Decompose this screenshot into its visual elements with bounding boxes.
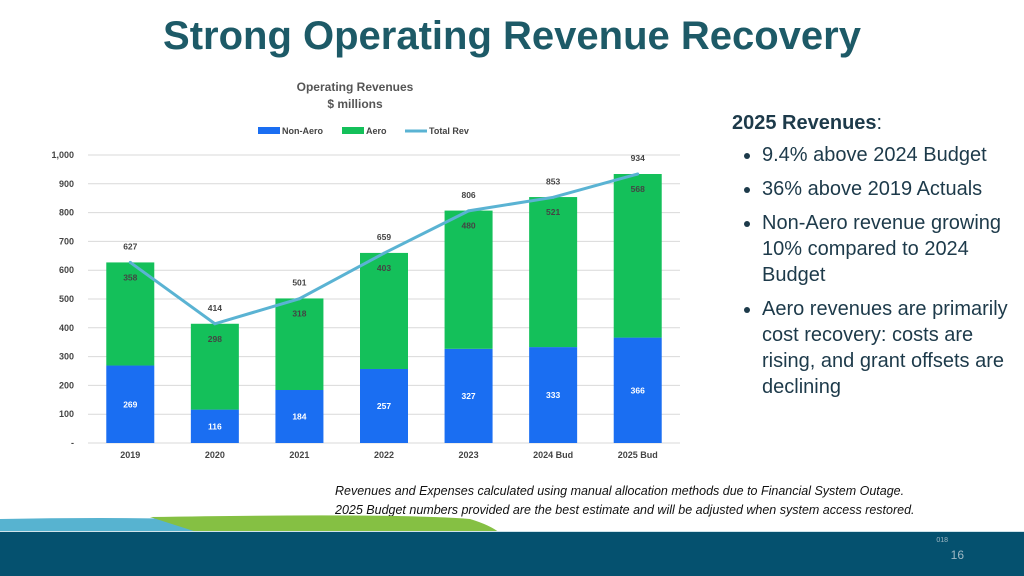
data-label-non-aero: 269 (123, 399, 137, 409)
legend-swatch (258, 127, 280, 134)
y-tick-label: 200 (59, 380, 74, 390)
legend-label: Aero (366, 126, 387, 136)
bar-aero (444, 210, 493, 349)
footnote-line: 2025 Budget numbers provided are the bes… (335, 503, 915, 517)
x-tick-label: 2023 (459, 450, 479, 460)
x-tick-label: 2019 (120, 450, 140, 460)
bar-aero (529, 197, 578, 348)
bar-aero (275, 298, 324, 391)
bar-aero (106, 262, 155, 366)
data-label-total: 627 (123, 241, 137, 251)
data-label-total: 659 (377, 232, 391, 242)
legend-swatch (342, 127, 364, 134)
decorative-wave (0, 515, 1024, 533)
total-rev-point (636, 172, 640, 176)
bar-non-aero (444, 348, 493, 443)
y-tick-label: 700 (59, 236, 74, 246)
bar-non-aero (529, 347, 578, 443)
bar-non-aero (275, 390, 324, 443)
x-tick-label: 2025 Bud (618, 450, 658, 460)
x-tick-label: 2022 (374, 450, 394, 460)
chart-subtitle: $ millions (327, 97, 383, 111)
bullet: 36% above 2019 Actuals (762, 176, 1012, 202)
footnote: Revenues and Expenses calculated using m… (335, 482, 915, 520)
footnote-line: Revenues and Expenses calculated using m… (335, 484, 905, 498)
y-tick-label: 1,000 (51, 150, 74, 160)
data-label-aero: 358 (123, 272, 137, 282)
data-label-aero: 298 (208, 334, 222, 344)
data-label-aero: 568 (631, 184, 645, 194)
total-rev-point (382, 251, 386, 255)
x-tick-label: 2020 (205, 450, 225, 460)
total-rev-point (467, 209, 471, 213)
data-label-aero: 318 (292, 308, 306, 318)
total-rev-point (128, 260, 132, 264)
data-label-total: 934 (631, 153, 645, 163)
data-label-non-aero: 333 (546, 390, 560, 400)
bar-non-aero (360, 368, 408, 443)
side-heading: 2025 Revenues (732, 112, 877, 134)
bar-aero (360, 252, 408, 369)
chart-title: Operating Revenues (297, 80, 414, 94)
bar-non-aero (106, 365, 155, 443)
y-tick-label: 400 (59, 323, 74, 333)
bar-aero (613, 174, 662, 338)
x-tick-label: 2021 (289, 450, 309, 460)
total-rev-point (551, 195, 555, 199)
y-tick-label: 100 (59, 409, 74, 419)
slide-code: 018 (936, 537, 948, 544)
total-rev-point (297, 297, 301, 301)
legend-label: Total Rev (429, 126, 469, 136)
y-tick-label: - (71, 438, 74, 448)
data-label-total: 806 (461, 190, 475, 200)
bullet: 9.4% above 2024 Budget (762, 142, 1012, 168)
page-number: 16 (950, 548, 964, 562)
bullet: Aero revenues are primarily cost recover… (762, 296, 1012, 400)
data-label-non-aero: 327 (461, 391, 475, 401)
data-label-total: 853 (546, 176, 560, 186)
bar-non-aero (613, 337, 662, 443)
y-tick-label: 300 (59, 352, 74, 362)
y-tick-label: 600 (59, 265, 74, 275)
y-tick-label: 500 (59, 294, 74, 304)
data-label-non-aero: 116 (208, 421, 222, 431)
y-tick-label: 800 (59, 208, 74, 218)
bar-non-aero (190, 409, 239, 443)
bar-aero (190, 323, 239, 410)
total-rev-point (213, 322, 217, 326)
data-label-total: 414 (208, 303, 222, 313)
bullet: Non-Aero revenue growing 10% compared to… (762, 210, 1012, 288)
x-tick-label: 2024 Bud (533, 450, 573, 460)
data-label-non-aero: 257 (377, 401, 391, 411)
data-label-total: 501 (292, 278, 306, 288)
data-label-aero: 521 (546, 207, 560, 217)
side-panel: 2025 Revenues: 9.4% above 2024 Budget 36… (732, 110, 1012, 408)
data-label-aero: 480 (461, 221, 475, 231)
y-tick-label: 900 (59, 179, 74, 189)
legend-label: Non-Aero (282, 126, 323, 136)
footer-band (0, 532, 1024, 576)
data-label-non-aero: 366 (631, 385, 645, 395)
data-label-non-aero: 184 (292, 412, 306, 422)
operating-revenues-chart: Operating Revenues $ millions Non-Aero Aero… (51, 80, 680, 460)
data-label-aero: 403 (377, 263, 391, 273)
slide-title: Strong Operating Revenue Recovery (163, 14, 861, 58)
